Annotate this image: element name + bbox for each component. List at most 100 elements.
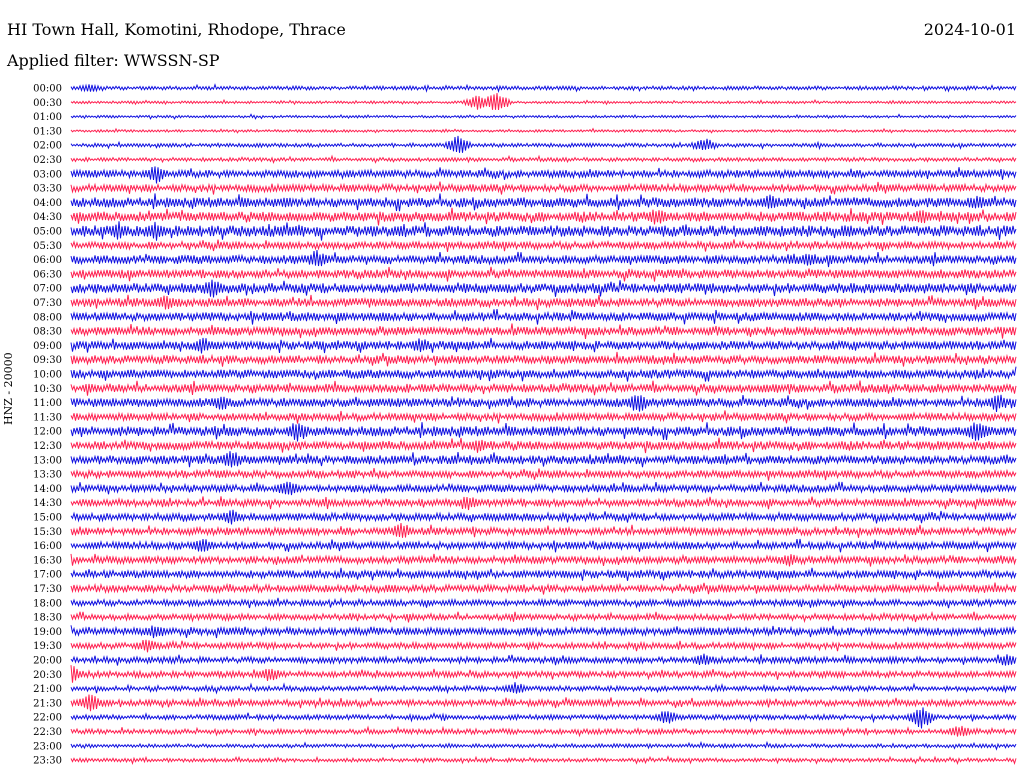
- time-label: 11:30: [33, 412, 62, 423]
- filter-label: Applied filter: WWSSN-SP: [7, 51, 220, 70]
- trace-line: [70, 309, 1017, 325]
- time-label: 15:00: [33, 513, 62, 524]
- trace-line: [70, 323, 1017, 339]
- trace-line: [70, 154, 1017, 164]
- time-label: 14:00: [33, 484, 62, 495]
- trace-line: [70, 410, 1017, 424]
- trace-line: [70, 422, 1017, 442]
- trace-line: [70, 509, 1017, 525]
- time-label: 03:30: [33, 184, 62, 195]
- trace-line: [70, 113, 1017, 120]
- time-label: 23:00: [33, 741, 62, 752]
- trace-group: [70, 83, 1017, 766]
- time-label: 23:30: [33, 756, 62, 767]
- time-label: 06:00: [33, 255, 62, 266]
- time-label: 21:30: [33, 698, 62, 709]
- time-label: 18:30: [33, 613, 62, 624]
- trace-line: [70, 437, 1017, 454]
- time-label: 02:00: [33, 141, 62, 152]
- time-label: 19:30: [33, 641, 62, 652]
- station-title: HI Town Hall, Komotini, Rhodope, Thrace: [7, 20, 346, 39]
- trace-line: [70, 522, 1017, 538]
- trace-line: [70, 639, 1017, 653]
- time-label: 00:30: [33, 98, 62, 109]
- trace-line: [70, 380, 1017, 396]
- time-label: 07:30: [33, 298, 62, 309]
- trace-line: [70, 83, 1017, 93]
- time-label: 19:00: [33, 627, 62, 638]
- trace-line: [70, 221, 1017, 241]
- trace-line: [70, 553, 1017, 567]
- time-label: 20:00: [33, 656, 62, 667]
- trace-line: [70, 135, 1017, 153]
- trace-line: [70, 239, 1017, 252]
- trace-line: [70, 653, 1017, 666]
- trace-line: [70, 193, 1017, 212]
- trace-line: [70, 166, 1017, 184]
- time-label: 06:30: [33, 269, 62, 280]
- time-label: 17:30: [33, 584, 62, 595]
- trace-line: [70, 394, 1017, 412]
- time-label-group: 00:00 00:30 01:00 01:30 02:00 02:30 03:00 03:30…: [33, 84, 62, 767]
- time-label: 08:00: [33, 312, 62, 323]
- time-label: 16:30: [33, 555, 62, 566]
- trace-line: [70, 481, 1017, 496]
- trace-line: [70, 538, 1017, 553]
- time-label: 09:30: [33, 355, 62, 366]
- record-date: 2024-10-01: [923, 20, 1016, 39]
- trace-line: [70, 266, 1017, 282]
- time-label: 13:30: [33, 470, 62, 481]
- time-label: 14:30: [33, 498, 62, 509]
- trace-line: [70, 567, 1017, 581]
- time-label: 21:00: [33, 684, 62, 695]
- trace-line: [70, 610, 1017, 624]
- trace-line: [70, 597, 1017, 609]
- trace-line: [70, 207, 1017, 226]
- time-label: 04:30: [33, 212, 62, 223]
- time-label: 18:00: [33, 598, 62, 609]
- time-label: 22:00: [33, 713, 62, 724]
- trace-line: [70, 366, 1017, 382]
- trace-line: [70, 337, 1017, 354]
- time-label: 13:00: [33, 455, 62, 466]
- trace-line: [70, 707, 1017, 729]
- time-label: 08:30: [33, 327, 62, 338]
- trace-line: [70, 279, 1017, 298]
- trace-line: [70, 694, 1017, 712]
- time-label: 20:30: [33, 670, 62, 681]
- time-label: 05:00: [33, 227, 62, 238]
- time-label: 04:00: [33, 198, 62, 209]
- time-label: 09:00: [33, 341, 62, 352]
- time-label: 15:30: [33, 527, 62, 538]
- trace-line: [70, 294, 1017, 311]
- time-label: 22:30: [33, 727, 62, 738]
- trace-line: [70, 351, 1017, 367]
- trace-line: [70, 682, 1017, 695]
- trace-line: [70, 249, 1017, 268]
- trace-line: [70, 127, 1017, 134]
- time-label: 11:00: [33, 398, 62, 409]
- time-label: 16:00: [33, 541, 62, 552]
- time-label: 01:30: [33, 126, 62, 137]
- time-label: 02:30: [33, 155, 62, 166]
- trace-line: [70, 496, 1017, 511]
- time-label: 03:00: [33, 169, 62, 180]
- time-label: 05:30: [33, 241, 62, 252]
- time-label: 00:00: [33, 84, 62, 95]
- time-label: 17:00: [33, 570, 62, 581]
- trace-line: [70, 468, 1017, 481]
- time-label: 01:00: [33, 112, 62, 123]
- time-label: 12:30: [33, 441, 62, 452]
- trace-line: [70, 181, 1017, 195]
- trace-line: [70, 665, 1017, 683]
- time-label: 10:00: [33, 370, 62, 381]
- trace-line: [70, 755, 1017, 766]
- trace-line: [70, 92, 1017, 111]
- time-label: 07:00: [33, 284, 62, 295]
- trace-line: [70, 725, 1017, 738]
- trace-line: [70, 581, 1017, 595]
- time-label: 12:00: [33, 427, 62, 438]
- trace-line: [70, 451, 1017, 468]
- trace-line: [70, 625, 1017, 639]
